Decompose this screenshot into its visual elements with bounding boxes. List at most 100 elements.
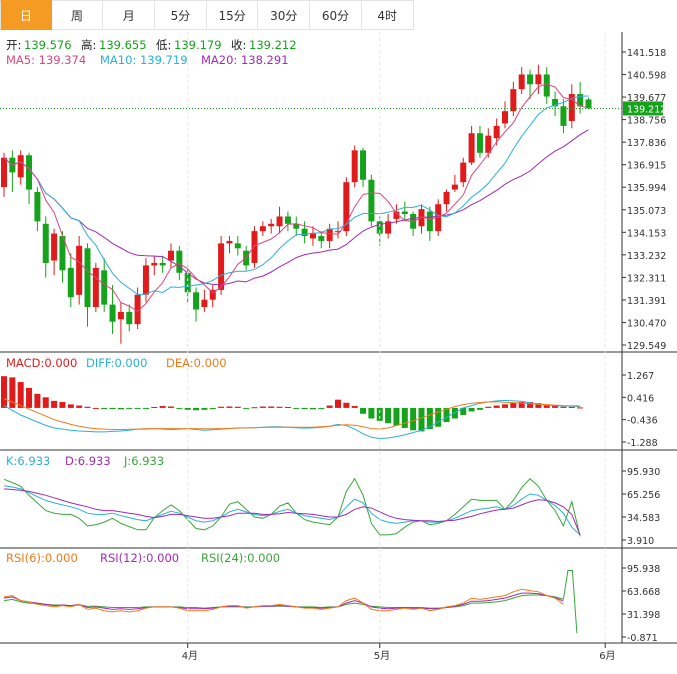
- macd-bar: [451, 407, 458, 419]
- ohlc-value-0: 139.576: [24, 38, 72, 52]
- ohlc-label-3: 收:: [231, 38, 246, 52]
- candle-body: [301, 228, 308, 237]
- macd-bar: [67, 404, 74, 408]
- ma5-line: [3, 83, 589, 313]
- macd-bar: [42, 397, 49, 408]
- tab-6[interactable]: 60分: [310, 0, 362, 30]
- macd-bar: [126, 407, 133, 409]
- tab-3[interactable]: 5分: [155, 0, 207, 30]
- candle-body: [151, 262, 158, 266]
- rsi6-line: [3, 588, 564, 613]
- price-ytick-label: 134.153: [627, 228, 666, 239]
- ma-legend-1: MA10: 139.719: [100, 53, 188, 67]
- macd-bar: [460, 407, 467, 415]
- candle-body: [460, 162, 467, 183]
- candle-body: [259, 226, 266, 232]
- candle-body: [368, 179, 375, 222]
- tab-2[interactable]: 月: [103, 0, 156, 30]
- candle-body: [226, 240, 233, 244]
- tab-7[interactable]: 4时: [361, 0, 414, 30]
- macd-bar: [401, 407, 408, 428]
- macd-bar: [76, 405, 83, 408]
- macd-bar: [468, 407, 475, 412]
- tab-0[interactable]: 日: [0, 0, 52, 30]
- macd-bar: [368, 407, 375, 419]
- candle-body: [309, 233, 316, 239]
- macd-bar: [560, 406, 567, 408]
- price-ytick-label: 135.073: [627, 206, 666, 217]
- candle-body: [418, 209, 425, 227]
- rsi-ytick-label: 63.668: [627, 587, 660, 598]
- kdj-legend-1: D:6.933: [65, 454, 111, 468]
- ohlc-value-2: 139.179: [174, 38, 222, 52]
- macd-bar: [293, 407, 300, 409]
- last-price-tag: [623, 101, 663, 116]
- macd-bar: [9, 377, 16, 408]
- candle-body: [276, 216, 283, 227]
- candle-body: [326, 228, 333, 241]
- macd-bar: [385, 407, 392, 424]
- macd-bar: [276, 406, 283, 408]
- candle-body: [502, 111, 508, 124]
- macd-bar: [284, 406, 291, 408]
- ma-legend-0: MA5: 139.374: [6, 53, 86, 67]
- candle-body: [92, 267, 99, 308]
- candle-body: [142, 265, 149, 295]
- candle-body: [201, 299, 208, 308]
- price-ytick-label: 130.470: [627, 318, 666, 329]
- price-ytick-label: 132.311: [627, 273, 666, 284]
- macd-bar: [568, 406, 575, 408]
- macd-bar: [510, 402, 517, 408]
- kdj-legend-2: J:6.933: [123, 454, 164, 468]
- macd-bar: [360, 407, 367, 414]
- ohlc-value-1: 139.655: [99, 38, 147, 52]
- macd-bar: [101, 407, 108, 410]
- macd-bar: [426, 407, 433, 430]
- candle-body: [218, 243, 225, 290]
- candle-body: [351, 150, 358, 183]
- macd-bar: [393, 407, 400, 426]
- candle-body: [476, 133, 483, 153]
- candle-body: [51, 233, 58, 261]
- macd-bar: [268, 406, 275, 408]
- candle-body: [535, 74, 542, 85]
- macd-bar: [26, 387, 33, 408]
- macd-ytick-label: -0.436: [627, 416, 658, 427]
- candle-body: [251, 231, 258, 263]
- ma10-line: [3, 95, 589, 296]
- price-ytick-label: 129.549: [627, 341, 666, 352]
- candle-body: [443, 191, 450, 205]
- dea-line: [3, 398, 581, 430]
- macd-ytick-label: 1.267: [627, 371, 654, 382]
- candle-body: [101, 270, 108, 305]
- rsi-ytick-label: 95.938: [627, 564, 660, 575]
- candle-body: [67, 267, 74, 298]
- ohlc-label-1: 高:: [81, 38, 96, 52]
- macd-bar: [226, 406, 233, 408]
- x-tick-label: 6月: [599, 650, 615, 662]
- x-tick-label: 4月: [182, 650, 198, 662]
- macd-bar: [435, 407, 442, 427]
- kdj-ytick-label: 34.583: [627, 513, 660, 524]
- candle-body: [76, 245, 83, 295]
- candle-body: [234, 243, 241, 249]
- tab-4[interactable]: 15分: [206, 0, 259, 30]
- ma-legend-2: MA20: 138.291: [201, 53, 289, 67]
- macd-bar: [134, 407, 141, 409]
- candle-body: [585, 99, 592, 109]
- macd-bar: [193, 407, 200, 411]
- rsi-legend-2: RSI(24):0.000: [201, 551, 280, 565]
- x-tick-label: 5月: [374, 650, 390, 662]
- macd-bar: [351, 406, 358, 408]
- ohlc-label-0: 开:: [6, 38, 21, 52]
- rsi-tail-line: [562, 570, 578, 634]
- candle-body: [176, 250, 183, 273]
- macd-bar: [443, 407, 450, 423]
- tab-1[interactable]: 周: [51, 0, 104, 30]
- macd-bar: [84, 406, 91, 408]
- macd-bar: [527, 402, 534, 408]
- macd-bar: [259, 406, 266, 408]
- tab-5[interactable]: 30分: [258, 0, 311, 30]
